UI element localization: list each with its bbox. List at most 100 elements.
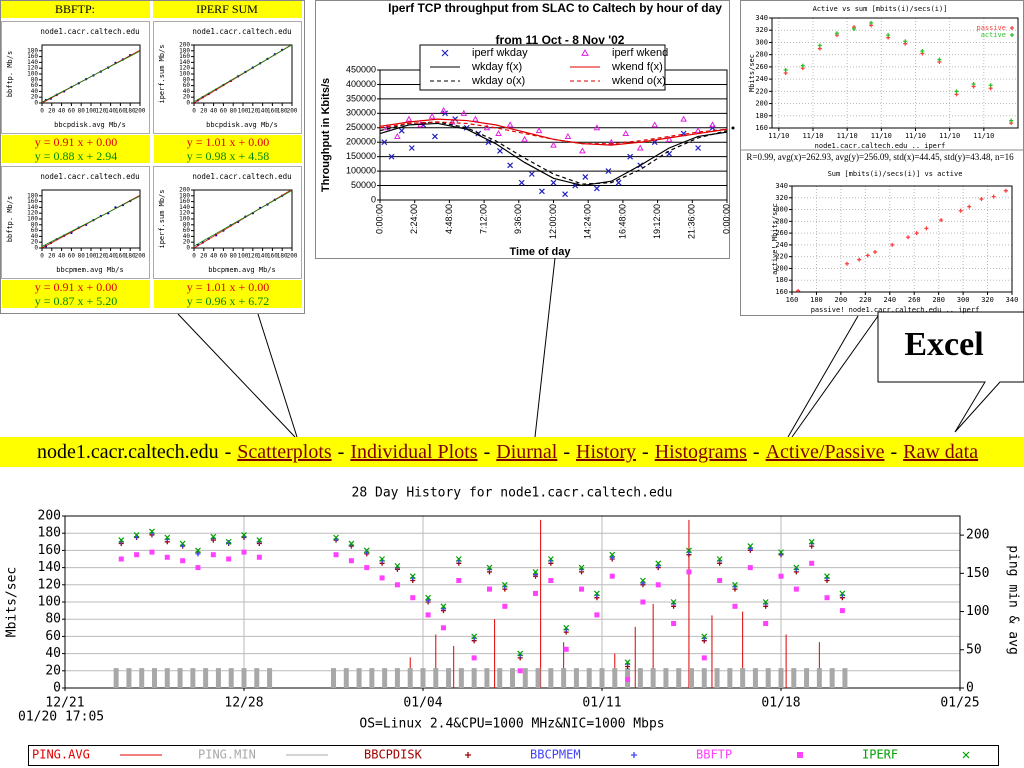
y-tick-label: 220 [755, 87, 768, 95]
x-tick-label: 260 [908, 296, 921, 304]
x-tick-label: 80 [78, 253, 86, 260]
point [118, 537, 125, 544]
bar [535, 668, 541, 688]
point [428, 112, 436, 119]
point [578, 564, 585, 571]
x-tick-label: 20 [48, 253, 56, 260]
point [763, 621, 769, 626]
point [241, 549, 247, 555]
y-tick-label: 160 [179, 198, 190, 205]
point [495, 130, 502, 137]
x-tick-label: 120 [95, 253, 106, 260]
point [808, 538, 815, 545]
point [824, 595, 830, 601]
point [118, 556, 124, 562]
bar [561, 668, 567, 688]
x-tick-label: 40 [210, 253, 218, 260]
bar [510, 668, 515, 688]
point [796, 288, 801, 292]
nav-link[interactable]: Diurnal [496, 441, 558, 463]
y-axis-label: iperf.sum Mb/s [158, 44, 166, 103]
point [701, 633, 708, 640]
y-tick-label: 80 [31, 221, 39, 228]
x-tick-label: 180 [277, 253, 288, 260]
bar [522, 668, 528, 688]
point [502, 603, 508, 609]
y-tick-label: 0 [371, 194, 376, 204]
point [958, 208, 963, 213]
legend-label: PING.MIN [198, 748, 256, 762]
point [383, 124, 391, 131]
separator: - [224, 441, 232, 463]
y-tick-label: 180 [179, 47, 190, 54]
nav-link[interactable]: History [576, 441, 637, 463]
y-tick-label: 180 [27, 47, 38, 54]
point [732, 603, 738, 609]
point [521, 135, 528, 142]
x-tick-label: 2:24:00 [409, 204, 419, 234]
y2-tick-label: 200 [966, 528, 989, 543]
point [226, 556, 232, 562]
point [636, 144, 644, 151]
point [886, 33, 891, 38]
x-tick-label: 100 [238, 253, 249, 260]
point [890, 242, 895, 247]
y-tick-label: 140 [27, 204, 38, 211]
point [472, 115, 479, 122]
point [834, 31, 839, 36]
y-tick-label: 40 [31, 88, 39, 95]
point [532, 568, 539, 575]
fit-line [194, 190, 292, 247]
y-tick-label: 20 [183, 94, 191, 101]
callout-line [791, 315, 879, 438]
point [622, 130, 630, 137]
point [937, 57, 942, 62]
x-tick-label: 0 [40, 253, 44, 260]
point [800, 63, 805, 68]
nav-bar: node1.cacr.caltech.edu - Scatterplots - Indi… [0, 437, 1024, 467]
nav-link[interactable]: Individual Plots [350, 441, 478, 463]
point [507, 162, 514, 169]
point [533, 590, 539, 596]
point [442, 110, 448, 117]
legend-symbol [797, 752, 803, 758]
legend-symbol [465, 752, 471, 758]
point [640, 599, 646, 605]
point [605, 168, 612, 175]
x-tick-label: 180 [810, 296, 823, 304]
nav-link[interactable]: Active/Passive [765, 441, 885, 463]
x-tick-label: 240 [883, 296, 896, 304]
x-tick-label: 21:36:00 [687, 204, 697, 239]
x-tick-label: 9:36:00 [513, 204, 523, 234]
x-tick-label: 160 [267, 108, 278, 115]
legend-label: iperf wkend [612, 47, 668, 59]
nav-link[interactable]: Scatterplots [237, 441, 332, 463]
nav-link[interactable]: Histograms [654, 441, 747, 463]
point [615, 179, 622, 186]
point [971, 82, 976, 86]
point [364, 565, 370, 571]
plot-frame [41, 189, 141, 249]
x-tick-label: 0 [192, 253, 196, 260]
nav-link[interactable]: Raw data [903, 441, 979, 463]
equation-box [154, 135, 302, 149]
y-tick-label: 450000 [346, 64, 376, 74]
point [852, 27, 856, 31]
point [394, 582, 400, 588]
point [528, 171, 535, 177]
separator: - [483, 441, 491, 463]
fit-equation: y = 0.91 x + 0.00 [35, 135, 118, 149]
y-tick-label: 100 [179, 216, 190, 223]
plot-area [194, 190, 292, 248]
bar [254, 668, 260, 688]
separator: - [752, 441, 760, 463]
point [348, 558, 354, 564]
y-tick-label: 160 [775, 288, 788, 296]
y-tick-label: 160 [179, 53, 190, 60]
chart-title: 28 Day History for node1.cacr.caltech.ed… [352, 486, 673, 501]
point [701, 655, 707, 661]
point [593, 185, 600, 192]
chart-title: node1.cacr.caltech.edu [192, 27, 291, 36]
